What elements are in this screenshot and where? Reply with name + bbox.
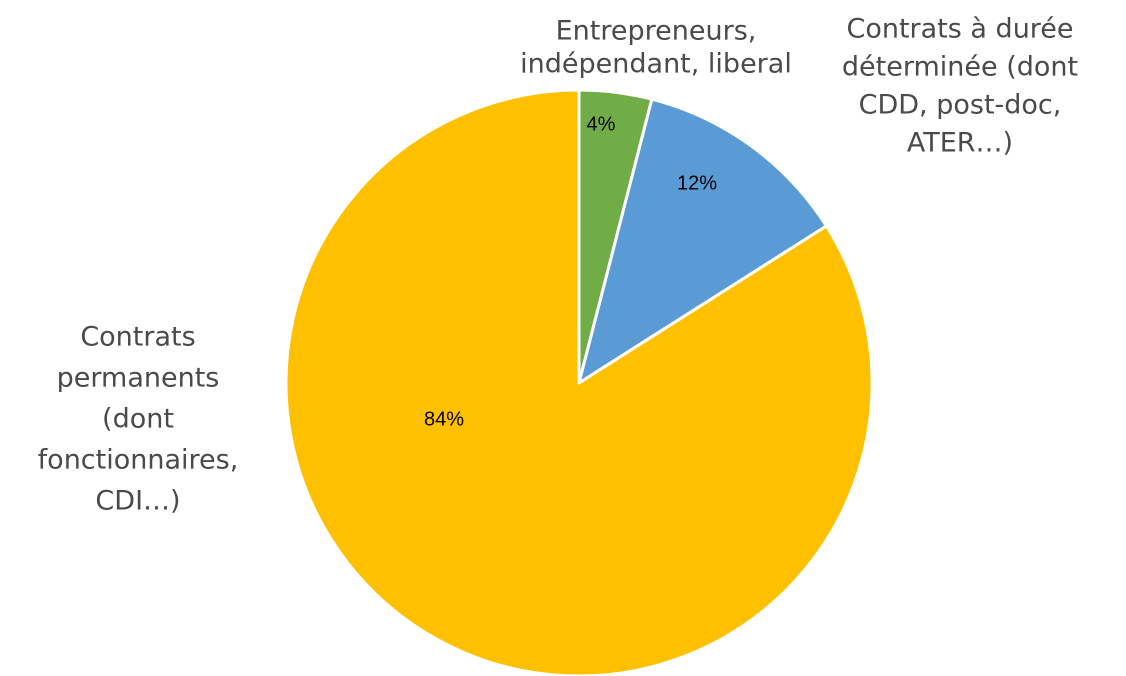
percent-label-1: 12% [677,172,717,194]
category-label-line: ATER…) [907,128,1013,159]
category-label-line: CDD, post-doc, [859,90,1062,121]
category-label-line: permanents [57,363,220,394]
category-label-line: (dont [102,404,174,435]
category-label-line: Contrats à durée [846,14,1073,45]
category-label-line: fonctionnaires, [38,445,239,476]
pie-slices [284,88,874,676]
category-label-line: Entrepreneurs, [556,16,757,47]
pie-slice-1 [577,97,828,385]
category-label-1: Contrats à durée déterminée (dont CDD, pos… [842,14,1078,159]
category-label-line: indépendant, liberal [520,49,792,80]
percent-labels: 4% 12% 84% [424,113,717,430]
category-label-line: déterminée (dont [842,52,1078,83]
category-label-0: Entrepreneurs, indépendant, liberal [520,16,792,80]
percent-label-0: 4% [587,113,616,135]
category-label-2: Contrats permanents (dont fonctionnaires, CD… [38,322,239,517]
category-labels: Entrepreneurs, indépendant, liberal Contra… [38,14,1078,517]
category-label-line: CDI…) [95,486,180,517]
pie-slice-2 [284,88,874,676]
category-label-line: Contrats [80,322,195,353]
percent-label-2: 84% [424,408,464,430]
